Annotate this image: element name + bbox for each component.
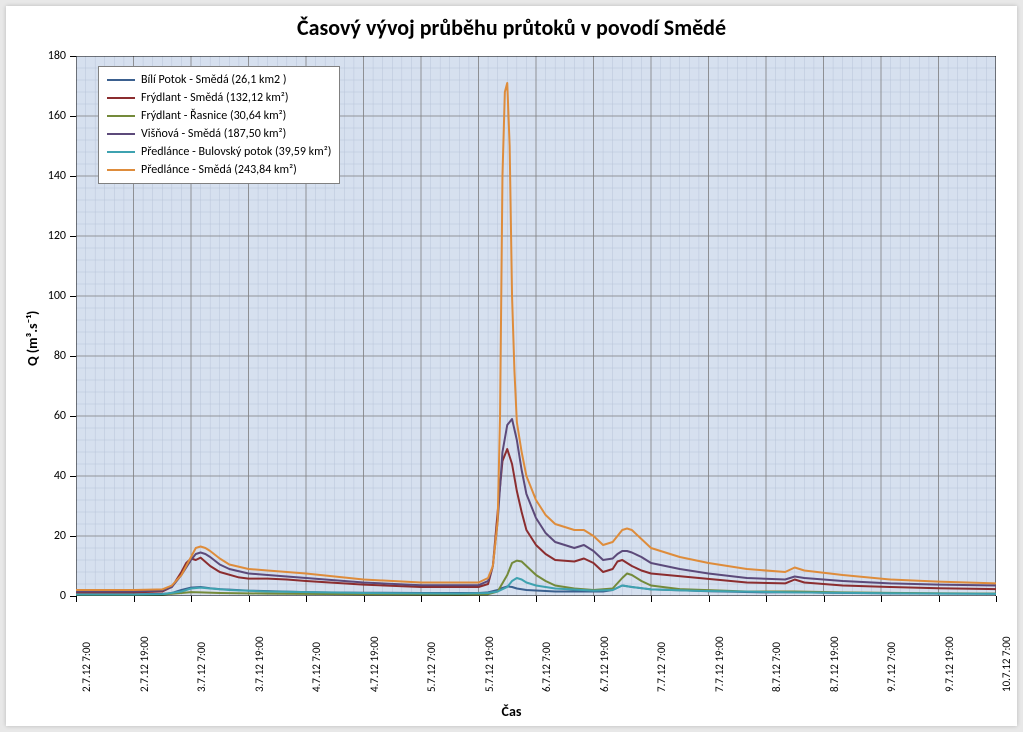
- y-tick-label: 100: [48, 289, 66, 303]
- legend-item: Bílí Potok - Smědá (26,1 km2 ): [107, 71, 331, 89]
- x-tick-label: 9.7.12 19:00: [943, 636, 956, 692]
- chart-title: Časový vývoj průběhu průtoků v povodí Sm…: [6, 14, 1017, 41]
- legend-swatch: [107, 169, 135, 171]
- legend-item: Předlánce - Bulovský potok (39,59 km²): [107, 143, 331, 161]
- legend-swatch: [107, 151, 135, 153]
- legend-item: Višňová - Smědá (187,50 km²): [107, 125, 331, 143]
- x-tick-label: 7.7.12 19:00: [713, 636, 726, 692]
- y-tick-label: 60: [54, 409, 66, 423]
- y-tick: [70, 236, 76, 237]
- y-tick: [70, 56, 76, 57]
- x-tick-label: 5.7.12 7:00: [425, 642, 438, 692]
- x-tick: [134, 596, 135, 602]
- legend-item: Předlánce - Smědá (243,84 km²): [107, 161, 331, 179]
- legend: Bílí Potok - Smědá (26,1 km2 ) Frýdlant -…: [98, 66, 340, 184]
- x-tick: [479, 596, 480, 602]
- x-tick: [594, 596, 595, 602]
- x-tick: [996, 596, 997, 602]
- legend-item: Frýdlant - Řasnice (30,64 km²): [107, 107, 331, 125]
- y-tick: [70, 296, 76, 297]
- y-tick: [70, 176, 76, 177]
- x-tick: [364, 596, 365, 602]
- y-tick: [70, 476, 76, 477]
- y-tick: [70, 356, 76, 357]
- legend-swatch: [107, 133, 135, 135]
- x-tick-label: 2.7.12 7:00: [80, 642, 93, 692]
- x-tick-label: 9.7.12 7:00: [885, 642, 898, 692]
- x-tick-label: 4.7.12 19:00: [368, 636, 381, 692]
- y-tick-label: 40: [54, 469, 66, 483]
- x-tick: [76, 596, 77, 602]
- x-tick-label: 6.7.12 19:00: [598, 636, 611, 692]
- x-axis-label: Čas: [6, 703, 1017, 720]
- y-tick-label: 180: [48, 49, 66, 63]
- legend-label: Předlánce - Bulovský potok (39,59 km²): [141, 145, 331, 159]
- plot-area: Bílí Potok - Smědá (26,1 km2 ) Frýdlant -…: [76, 56, 996, 596]
- x-tick-label: 8.7.12 7:00: [770, 642, 783, 692]
- x-tick: [939, 596, 940, 602]
- chart-container: Časový vývoj průběhu průtoků v povodí Sm…: [6, 6, 1017, 726]
- legend-label: Předlánce - Smědá (243,84 km²): [141, 163, 297, 177]
- x-tick: [651, 596, 652, 602]
- x-tick-label: 2.7.12 19:00: [138, 636, 151, 692]
- y-axis-label: Q (m³.s⁻¹): [24, 311, 41, 366]
- x-tick: [709, 596, 710, 602]
- x-tick: [421, 596, 422, 602]
- x-tick-label: 4.7.12 7:00: [310, 642, 323, 692]
- y-tick: [70, 416, 76, 417]
- y-tick: [70, 116, 76, 117]
- y-tick-label: 160: [48, 109, 66, 123]
- y-tick-label: 120: [48, 229, 66, 243]
- x-tick: [766, 596, 767, 602]
- x-tick: [191, 596, 192, 602]
- legend-swatch: [107, 79, 135, 81]
- legend-label: Frýdlant - Řasnice (30,64 km²): [141, 109, 286, 123]
- x-tick: [536, 596, 537, 602]
- x-tick: [306, 596, 307, 602]
- x-tick-label: 10.7.12 7:00: [1000, 636, 1013, 692]
- legend-label: Višňová - Smědá (187,50 km²): [141, 127, 286, 141]
- legend-label: Frýdlant - Smědá (132,12 km²): [141, 91, 288, 105]
- y-tick-label: 80: [54, 349, 66, 363]
- y-tick: [70, 536, 76, 537]
- x-tick: [881, 596, 882, 602]
- legend-label: Bílí Potok - Smědá (26,1 km2 ): [141, 73, 286, 87]
- legend-swatch: [107, 115, 135, 117]
- y-tick-label: 20: [54, 529, 66, 543]
- x-tick-label: 7.7.12 7:00: [655, 642, 668, 692]
- x-tick: [249, 596, 250, 602]
- x-tick-label: 5.7.12 19:00: [483, 636, 496, 692]
- legend-swatch: [107, 97, 135, 99]
- x-tick-label: 3.7.12 19:00: [253, 636, 266, 692]
- y-tick-label: 140: [48, 169, 66, 183]
- x-tick-label: 3.7.12 7:00: [195, 642, 208, 692]
- y-tick-label: 0: [60, 589, 66, 603]
- legend-item: Frýdlant - Smědá (132,12 km²): [107, 89, 331, 107]
- x-tick-label: 6.7.12 7:00: [540, 642, 553, 692]
- x-tick-label: 8.7.12 19:00: [828, 636, 841, 692]
- x-tick: [824, 596, 825, 602]
